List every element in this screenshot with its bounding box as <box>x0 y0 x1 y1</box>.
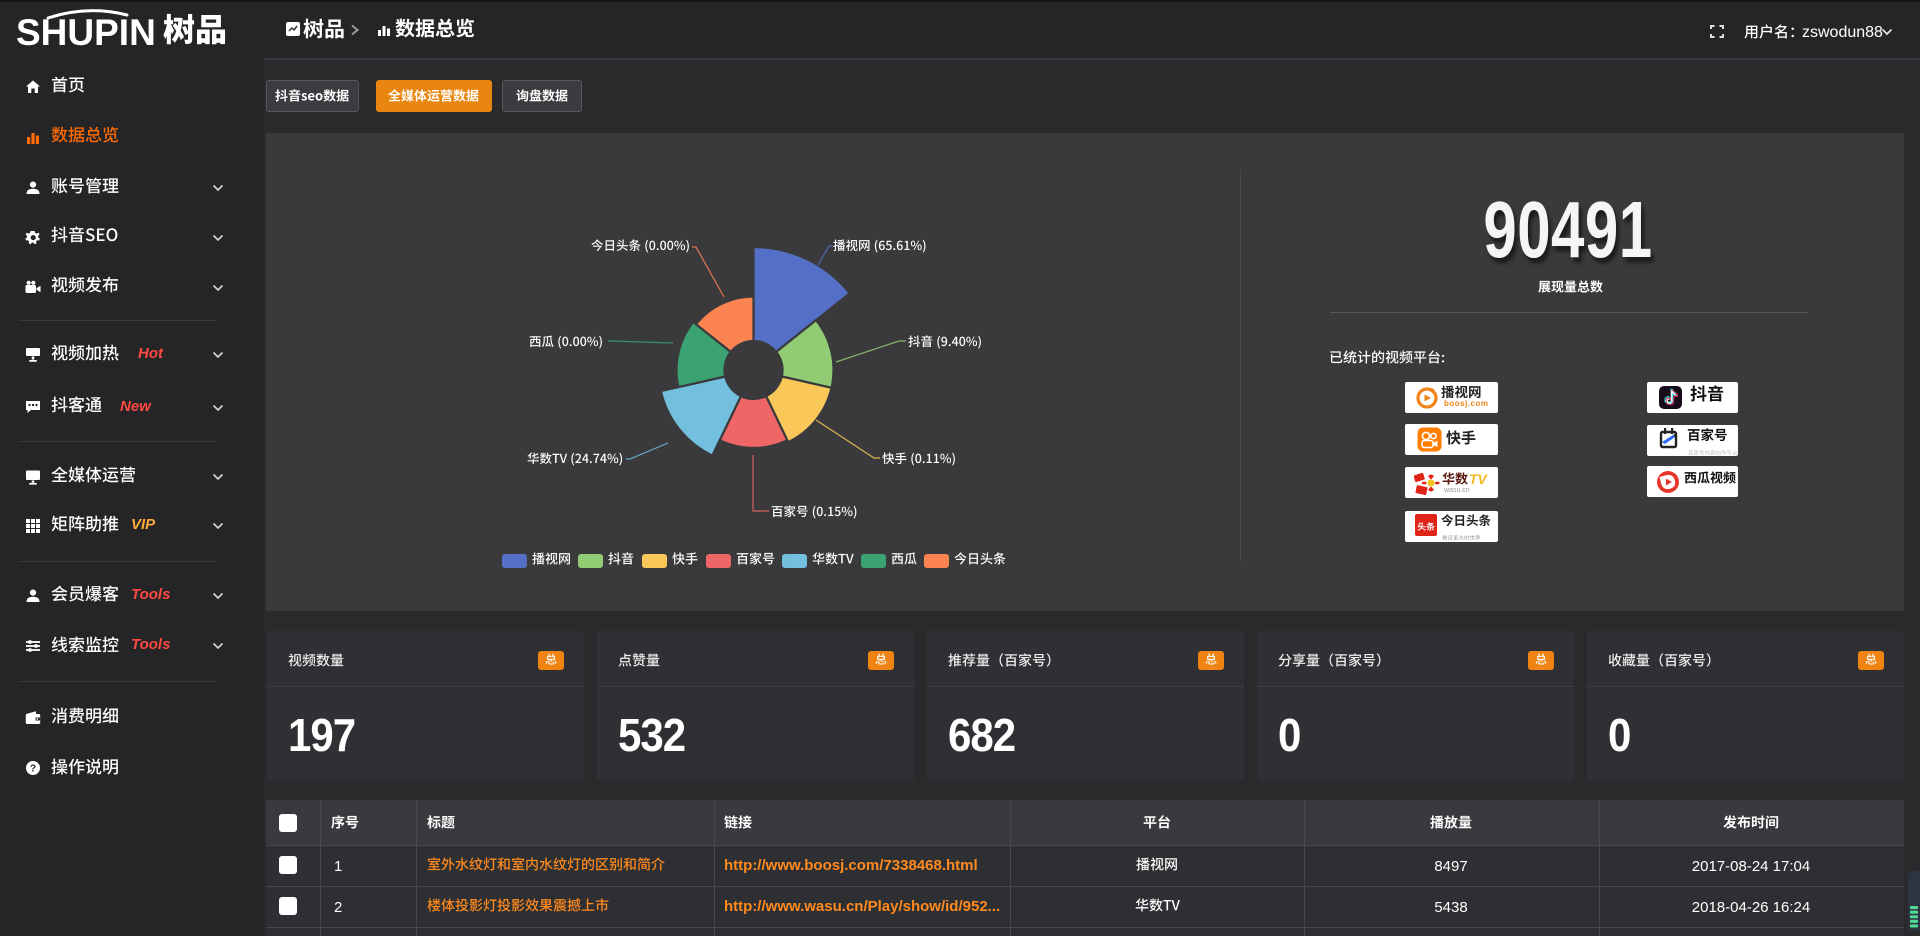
svg-text:?: ? <box>30 763 36 774</box>
